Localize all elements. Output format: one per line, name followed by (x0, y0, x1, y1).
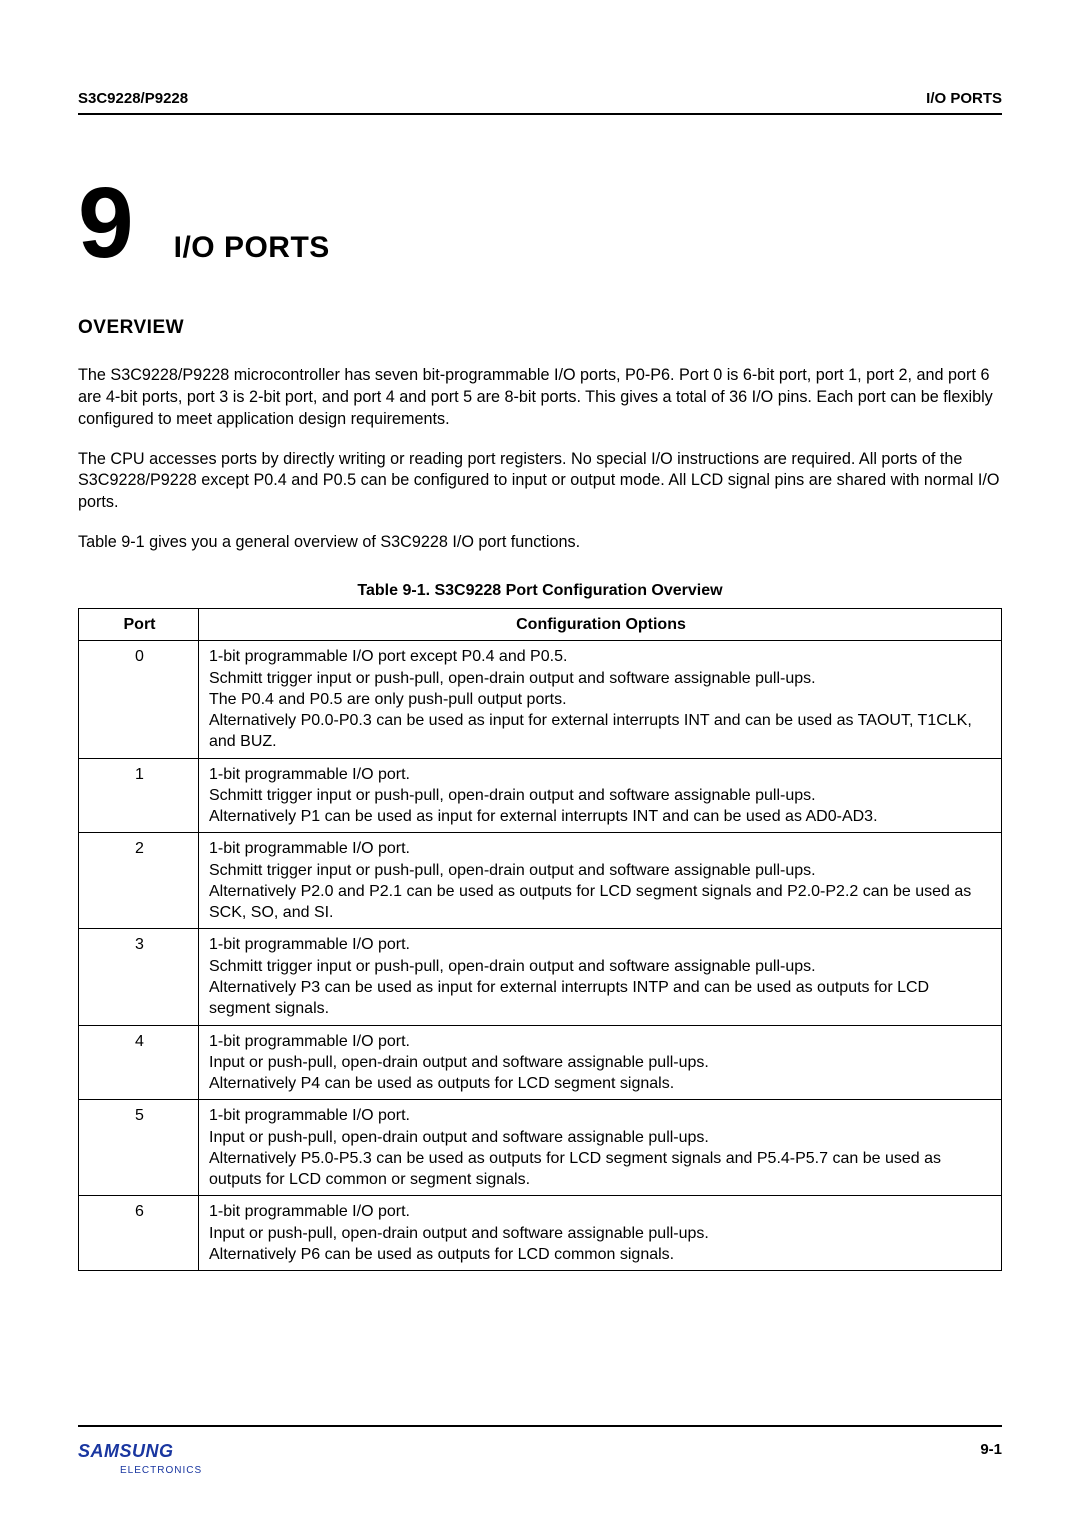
port-config-table: Port Configuration Options 01-bit progra… (78, 608, 1002, 1271)
chapter-number: 9 (78, 173, 134, 273)
chapter-heading: 9 I/O PORTS (78, 173, 1002, 273)
table-caption: Table 9-1. S3C9228 Port Configuration Ov… (78, 582, 1002, 600)
table-cell-desc: 1-bit programmable I/O port.Input or pus… (199, 1025, 1002, 1100)
header-right: I/O PORTS (926, 90, 1002, 107)
table-header-port: Port (79, 609, 199, 641)
samsung-electronics-label: ELECTRONICS (120, 1465, 202, 1476)
table-cell-desc: 1-bit programmable I/O port.Schmitt trig… (199, 758, 1002, 833)
table-cell-desc: 1-bit programmable I/O port.Input or pus… (199, 1196, 1002, 1271)
table-header-row: Port Configuration Options (79, 609, 1002, 641)
table-row: 51-bit programmable I/O port.Input or pu… (79, 1100, 1002, 1196)
overview-paragraph: The S3C9228/P9228 microcontroller has se… (78, 365, 1002, 431)
samsung-logo-block: SAMSUNG ELECTRONICS (78, 1441, 202, 1476)
table-cell-port: 4 (79, 1025, 199, 1100)
page-number: 9-1 (980, 1441, 1002, 1458)
table-cell-port: 2 (79, 833, 199, 929)
overview-paragraph: The CPU accesses ports by directly writi… (78, 449, 1002, 515)
overview-heading: OVERVIEW (78, 317, 1002, 339)
table-row: 41-bit programmable I/O port.Input or pu… (79, 1025, 1002, 1100)
table-cell-port: 6 (79, 1196, 199, 1271)
table-cell-port: 0 (79, 641, 199, 758)
samsung-logo: SAMSUNG (78, 1441, 174, 1462)
table-cell-desc: 1-bit programmable I/O port.Input or pus… (199, 1100, 1002, 1196)
page-footer: SAMSUNG ELECTRONICS 9-1 (78, 1425, 1002, 1476)
table-cell-port: 5 (79, 1100, 199, 1196)
table-cell-desc: 1-bit programmable I/O port.Schmitt trig… (199, 833, 1002, 929)
header-left: S3C9228/P9228 (78, 90, 188, 107)
table-row: 61-bit programmable I/O port.Input or pu… (79, 1196, 1002, 1271)
table-cell-port: 1 (79, 758, 199, 833)
table-row: 31-bit programmable I/O port.Schmitt tri… (79, 929, 1002, 1025)
table-row: 21-bit programmable I/O port.Schmitt tri… (79, 833, 1002, 929)
table-cell-desc: 1-bit programmable I/O port.Schmitt trig… (199, 929, 1002, 1025)
table-cell-port: 3 (79, 929, 199, 1025)
table-header-options: Configuration Options (199, 609, 1002, 641)
page-header: S3C9228/P9228 I/O PORTS (78, 90, 1002, 115)
table-row: 11-bit programmable I/O port.Schmitt tri… (79, 758, 1002, 833)
table-cell-desc: 1-bit programmable I/O port except P0.4 … (199, 641, 1002, 758)
chapter-title: I/O PORTS (174, 231, 330, 265)
table-row: 01-bit programmable I/O port except P0.4… (79, 641, 1002, 758)
overview-paragraph: Table 9-1 gives you a general overview o… (78, 532, 1002, 554)
